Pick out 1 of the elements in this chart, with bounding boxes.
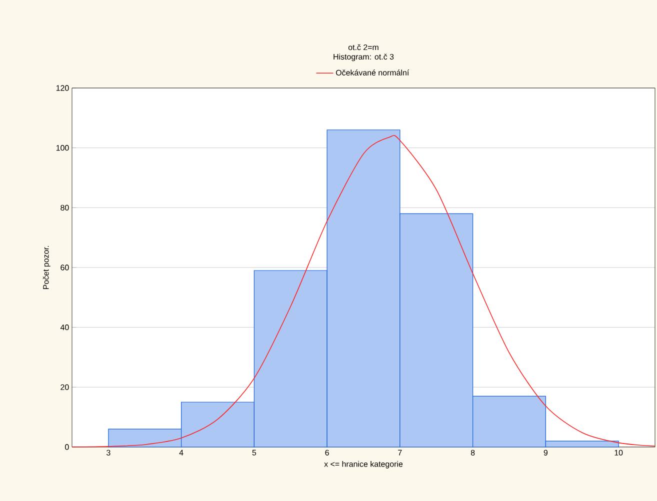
line-series [72,136,656,448]
